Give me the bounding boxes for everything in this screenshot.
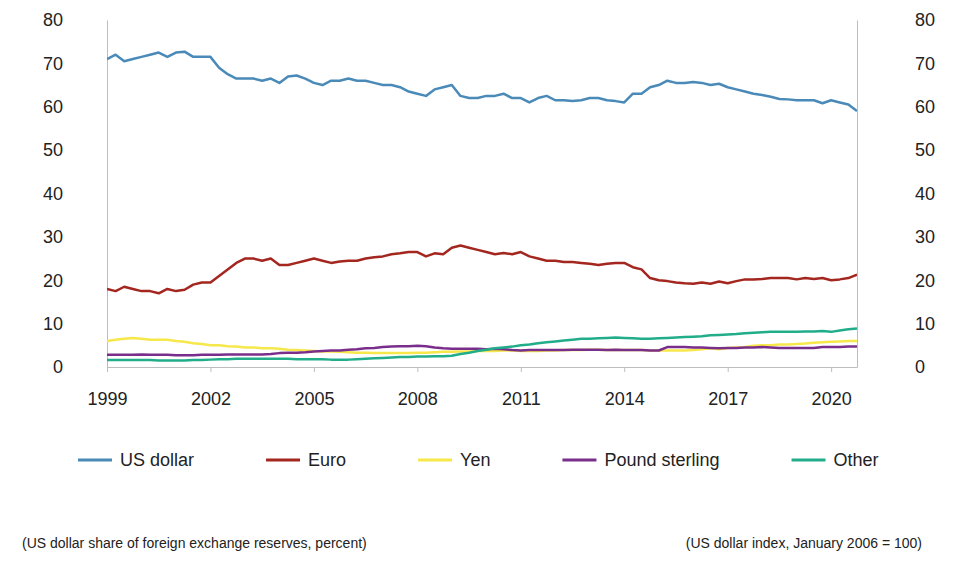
tick: 20 [857, 271, 935, 291]
tick: 30 [857, 227, 935, 247]
legend-label: Other [834, 450, 879, 470]
chart: 1999 2002 2005 2008 2011 2014 2017 2020 0 10 20 30 4… [0, 0, 960, 565]
axis-line [107, 21, 108, 368]
tick: 70 [43, 54, 107, 74]
legend-label: Yen [460, 450, 490, 470]
legend-swatch [562, 459, 596, 462]
legend-swatch [792, 459, 826, 462]
tick: 40 [857, 184, 935, 204]
tick: 50 [857, 140, 935, 160]
tick-label: 10 [43, 314, 63, 334]
tick-label: 70 [43, 54, 63, 74]
tick: 80 [43, 10, 107, 30]
tick: 0 [53, 357, 107, 377]
tick-label: 60 [915, 97, 935, 117]
legend-label: Euro [308, 450, 346, 470]
tick-label: 50 [915, 140, 935, 160]
annotations: (US dollar share of foreign exchange res… [22, 535, 922, 551]
tick: 50 [43, 140, 107, 160]
tick: 2008 [398, 367, 438, 409]
axis: 0 10 20 30 40 50 60 70 80 [857, 10, 935, 377]
axis: 0 10 20 30 40 50 60 70 80 [43, 10, 108, 377]
tick-label: 2020 [812, 389, 852, 409]
series-line [107, 52, 857, 111]
legend-item: Euro [266, 450, 346, 470]
tick-label: 2014 [605, 389, 645, 409]
tick-mark [831, 367, 832, 372]
tick: 60 [857, 97, 935, 117]
tick: 10 [43, 314, 107, 334]
annotation: (US dollar index, January 2006 = 100) [686, 535, 922, 551]
tick-label: 2002 [191, 389, 231, 409]
tick-mark [314, 367, 315, 372]
legend-swatch [266, 459, 300, 462]
tick: 1999 [87, 367, 127, 409]
tick-label: 50 [43, 140, 63, 160]
legend-item: Pound sterling [562, 450, 719, 470]
tick-label: 30 [915, 227, 935, 247]
tick-label: 0 [53, 357, 63, 377]
axis-line [857, 21, 858, 368]
legend-label: Pound sterling [604, 450, 719, 470]
legend: US dollar Euro Yen Pound sterling Other [78, 450, 879, 470]
tick: 2005 [294, 367, 334, 409]
tick-label: 2005 [294, 389, 334, 409]
tick: 2002 [191, 367, 231, 409]
tick-label: 60 [43, 97, 63, 117]
tick: 2011 [502, 367, 541, 409]
tick-label: 0 [915, 357, 925, 377]
tick: 2014 [605, 367, 645, 409]
tick-label: 2011 [502, 389, 541, 409]
legend-swatch [418, 459, 452, 462]
tick-label: 1999 [87, 389, 127, 409]
tick-mark [417, 367, 418, 372]
axis-line [108, 367, 858, 368]
tick-label: 20 [43, 271, 63, 291]
tick: 2020 [812, 367, 852, 409]
tick: 10 [857, 314, 935, 334]
tick-label: 40 [43, 184, 63, 204]
tick: 80 [857, 10, 935, 30]
tick: 40 [43, 184, 107, 204]
tick-mark [728, 367, 729, 372]
series-line [107, 246, 857, 294]
legend-label: US dollar [120, 450, 194, 470]
tick-mark [107, 367, 108, 372]
tick-label: 20 [915, 271, 935, 291]
tick: 2017 [708, 367, 748, 409]
series-line [107, 328, 857, 360]
tick: 0 [857, 357, 925, 377]
tick-mark [521, 367, 522, 372]
legend-item: Yen [418, 450, 490, 470]
tick: 60 [43, 97, 107, 117]
tick: 70 [857, 54, 935, 74]
axis: 1999 2002 2005 2008 2011 2014 2017 2020 [87, 367, 857, 409]
tick-label: 2008 [398, 389, 438, 409]
annotation: (US dollar share of foreign exchange res… [22, 535, 367, 551]
tick-label: 10 [915, 314, 935, 334]
legend-item: Other [792, 450, 879, 470]
tick-label: 80 [915, 10, 935, 30]
plot-area [107, 52, 857, 361]
tick-label: 80 [43, 10, 63, 30]
tick-mark [210, 367, 211, 372]
tick-label: 30 [43, 227, 63, 247]
tick-label: 40 [915, 184, 935, 204]
legend-swatch [78, 459, 112, 462]
tick-label: 2017 [708, 389, 748, 409]
tick: 20 [43, 271, 107, 291]
tick-mark [624, 367, 625, 372]
tick-label: 70 [915, 54, 935, 74]
tick: 30 [43, 227, 107, 247]
legend-item: US dollar [78, 450, 194, 470]
